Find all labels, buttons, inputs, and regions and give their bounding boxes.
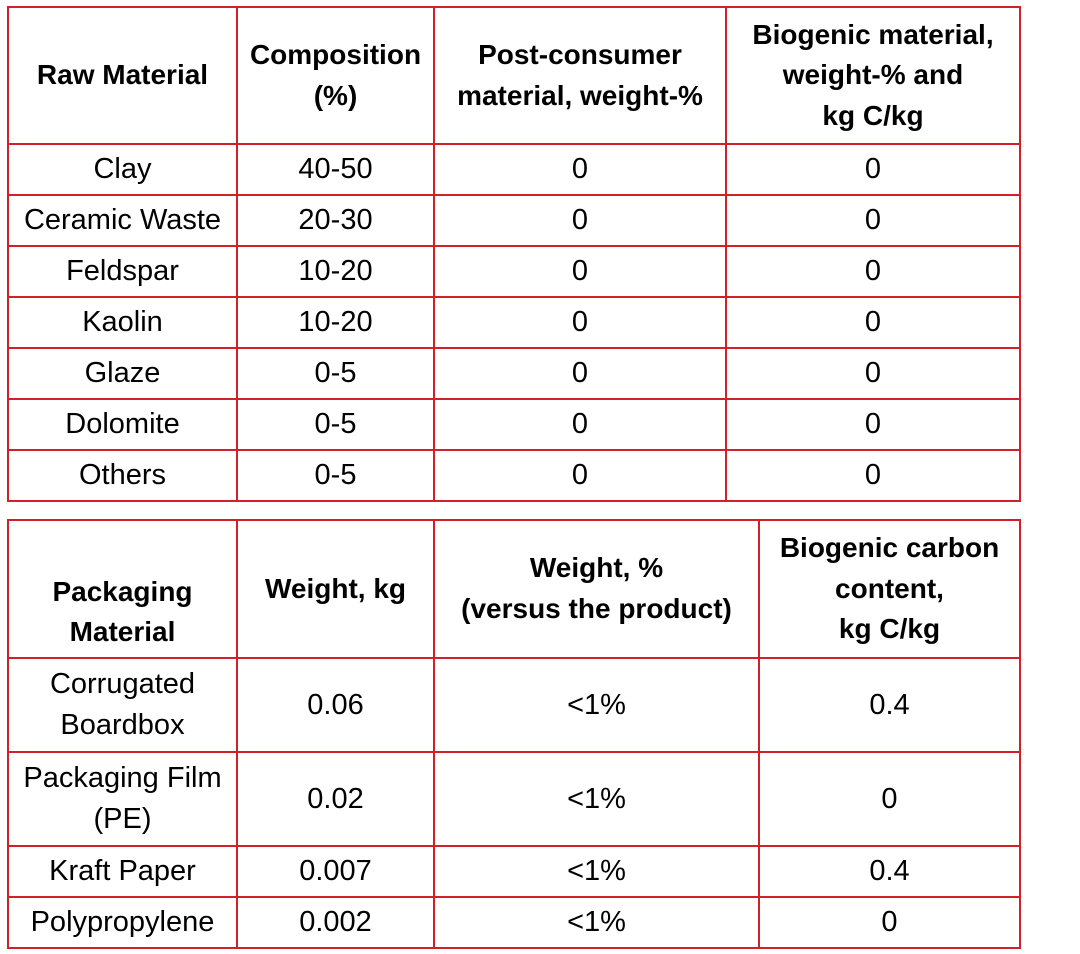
header-line: Material xyxy=(69,616,176,648)
material-name-cell: Clay xyxy=(7,143,238,196)
composition-cell: 40-50 xyxy=(236,143,435,196)
header-line: Biogenic material, xyxy=(752,18,994,50)
post-consumer-header: Post-consumer material, weight-% xyxy=(433,6,727,145)
biogenic-cell: 0 xyxy=(725,245,1021,298)
packaging-name-cell: Packaging Film (PE) xyxy=(7,751,238,847)
weight-kg-cell: 0.002 xyxy=(236,896,435,949)
raw-material-header: Raw Material xyxy=(7,6,238,145)
table-row: Polypropylene 0.002 <1% 0 xyxy=(7,896,1021,949)
header-line: content, xyxy=(835,572,944,604)
composition-cell: 10-20 xyxy=(236,296,435,349)
biogenic-cell: 0 xyxy=(725,194,1021,247)
packaging-material-table: Packaging Material Weight, kg Weight, % … xyxy=(7,519,1021,949)
header-line: Composition xyxy=(249,38,422,70)
header-line: Packaging xyxy=(52,575,193,607)
biogenic-cell: 0 xyxy=(725,296,1021,349)
biogenic-carbon-cell: 0 xyxy=(758,751,1021,847)
packaging-name-cell: Polypropylene xyxy=(7,896,238,949)
material-name-cell: Kaolin xyxy=(7,296,238,349)
material-name-cell: Glaze xyxy=(7,347,238,400)
post-consumer-cell: 0 xyxy=(433,449,727,502)
composition-cell: 20-30 xyxy=(236,194,435,247)
table-row: Kraft Paper 0.007 <1% 0.4 xyxy=(7,845,1021,898)
biogenic-carbon-cell: 0.4 xyxy=(758,657,1021,753)
biogenic-cell: 0 xyxy=(725,143,1021,196)
header-line: weight-% and xyxy=(782,59,964,91)
biogenic-cell: 0 xyxy=(725,347,1021,400)
weight-percent-cell: <1% xyxy=(433,657,760,753)
weight-percent-cell: <1% xyxy=(433,751,760,847)
biogenic-carbon-cell: 0 xyxy=(758,896,1021,949)
raw-material-header-row: Raw Material Composition (%) Post-consum… xyxy=(7,6,1021,145)
header-line: material, weight-% xyxy=(457,79,703,111)
biogenic-cell: 0 xyxy=(725,398,1021,451)
name-line: Kraft Paper xyxy=(49,855,196,888)
header-line: (%) xyxy=(313,79,358,111)
weight-kg-cell: 0.007 xyxy=(236,845,435,898)
material-name-cell: Ceramic Waste xyxy=(7,194,238,247)
table-row: Dolomite 0-5 0 0 xyxy=(7,398,1021,451)
biogenic-carbon-header: Biogenic carbon content, kg C/kg xyxy=(758,519,1021,659)
composition-cell: 0-5 xyxy=(236,347,435,400)
biogenic-cell: 0 xyxy=(725,449,1021,502)
raw-material-table: Raw Material Composition (%) Post-consum… xyxy=(7,6,1021,502)
header-line: Weight, % xyxy=(529,552,664,584)
header-line: Weight, kg xyxy=(264,572,407,604)
composition-cell: 0-5 xyxy=(236,449,435,502)
material-name-cell: Others xyxy=(7,449,238,502)
weight-kg-cell: 0.02 xyxy=(236,751,435,847)
name-line: Corrugated xyxy=(49,668,196,701)
packaging-header-row: Packaging Material Weight, kg Weight, % … xyxy=(7,519,1021,659)
name-line: (PE) xyxy=(93,803,152,835)
header-line: (versus the product) xyxy=(461,593,732,624)
header-line: kg C/kg xyxy=(838,613,941,645)
post-consumer-cell: 0 xyxy=(433,398,727,451)
weight-kg-header: Weight, kg xyxy=(236,519,435,659)
table-row: Corrugated Boardbox 0.06 <1% 0.4 xyxy=(7,657,1021,753)
post-consumer-cell: 0 xyxy=(433,143,727,196)
header-line: Biogenic carbon xyxy=(779,532,1000,564)
header-line: Post-consumer xyxy=(478,38,682,70)
weight-percent-cell: <1% xyxy=(433,896,760,949)
material-name-cell: Dolomite xyxy=(7,398,238,451)
composition-cell: 0-5 xyxy=(236,398,435,451)
material-name-cell: Feldspar xyxy=(7,245,238,298)
table-row: Ceramic Waste 20-30 0 0 xyxy=(7,194,1021,247)
name-line: Polypropylene xyxy=(30,906,215,939)
packaging-material-header: Packaging Material xyxy=(7,519,238,659)
header-line: kg C/kg xyxy=(822,99,924,131)
name-line: Boardbox xyxy=(60,709,185,741)
composition-cell: 10-20 xyxy=(236,245,435,298)
table-row: Others 0-5 0 0 xyxy=(7,449,1021,502)
header-line: Raw Material xyxy=(36,59,209,91)
packaging-name-cell: Kraft Paper xyxy=(7,845,238,898)
biogenic-carbon-cell: 0.4 xyxy=(758,845,1021,898)
weight-percent-header: Weight, % (versus the product) xyxy=(433,519,760,659)
biogenic-material-header: Biogenic material, weight-% and kg C/kg xyxy=(725,6,1021,145)
table-row: Packaging Film (PE) 0.02 <1% 0 xyxy=(7,751,1021,847)
table-row: Clay 40-50 0 0 xyxy=(7,143,1021,196)
post-consumer-cell: 0 xyxy=(433,245,727,298)
weight-kg-cell: 0.06 xyxy=(236,657,435,753)
weight-percent-cell: <1% xyxy=(433,845,760,898)
table-row: Feldspar 10-20 0 0 xyxy=(7,245,1021,298)
composition-header: Composition (%) xyxy=(236,6,435,145)
post-consumer-cell: 0 xyxy=(433,347,727,400)
post-consumer-cell: 0 xyxy=(433,296,727,349)
table-row: Glaze 0-5 0 0 xyxy=(7,347,1021,400)
table-row: Kaolin 10-20 0 0 xyxy=(7,296,1021,349)
packaging-name-cell: Corrugated Boardbox xyxy=(7,657,238,753)
post-consumer-cell: 0 xyxy=(433,194,727,247)
name-line: Packaging Film xyxy=(23,762,222,795)
